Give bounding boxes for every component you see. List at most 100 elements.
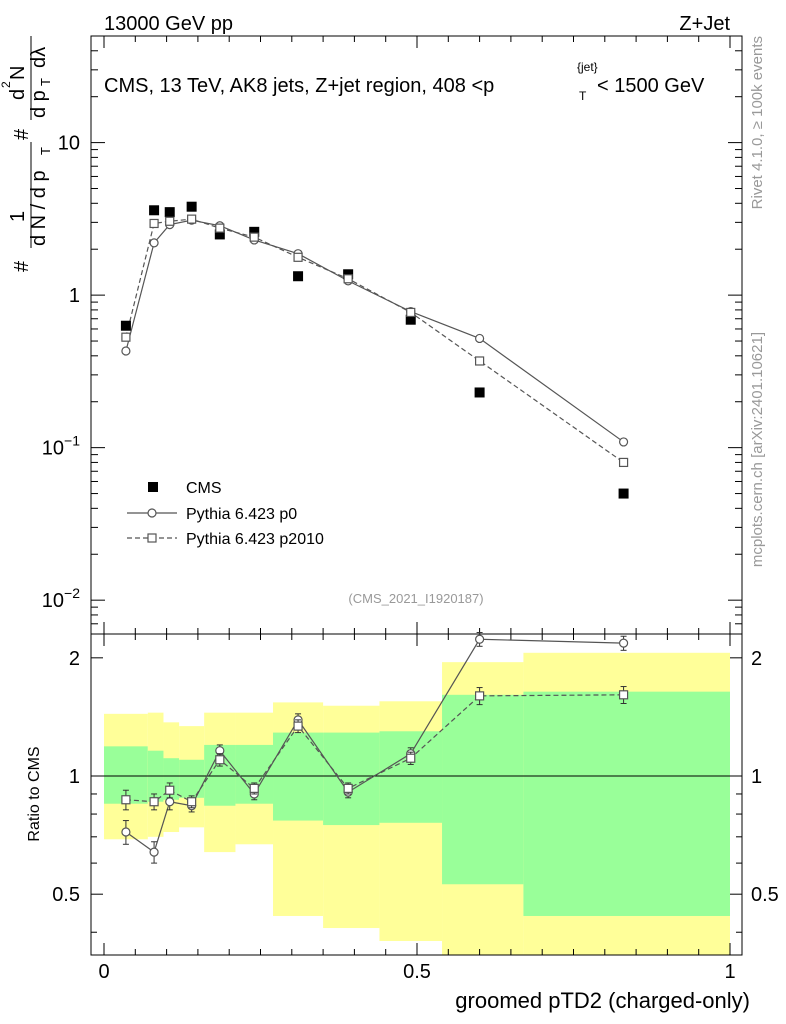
cms-point <box>474 387 485 398</box>
mcplots-label: mcplots.cern.ch [arXiv:2401.10621] <box>749 332 766 567</box>
ratio-p2010-point <box>293 721 303 731</box>
ratio-p2010-point <box>187 797 197 807</box>
header-left: 13000 GeV pp <box>104 13 233 35</box>
ratio-p2010-point <box>165 785 175 795</box>
title-sup: {jet} <box>577 60 598 74</box>
main-title: CMS, 13 TeV, AK8 jets, Z+jet region, 408… <box>104 60 705 103</box>
ratio-series <box>121 632 629 864</box>
ylabel-num2: d <box>7 89 29 100</box>
ratio-p2010-point <box>618 690 629 700</box>
p2010-point <box>149 218 159 229</box>
cms-point <box>405 314 416 325</box>
title-sub: T <box>579 89 587 103</box>
main-axes: 10−2 10−1 1 10 <box>42 35 743 635</box>
legend-p2010: Pythia 6.423 p2010 <box>186 531 324 548</box>
ratio-p0-point <box>149 847 159 857</box>
cms-point <box>120 320 131 331</box>
p2010-point <box>475 356 485 366</box>
ratio-y-tick-label-right: 2 <box>751 648 762 670</box>
ylabel-den: d N / d p <box>28 170 50 246</box>
main-ylabel: # 1 d N / d p T # d 2 N d p T dλ <box>0 36 53 272</box>
ylabel-num2-sup: 2 <box>0 81 13 88</box>
ratio-y-tick-label-left: 0.5 <box>52 884 80 906</box>
ratio-line-1 <box>125 694 624 803</box>
cms-point <box>186 201 197 212</box>
p0-point <box>149 238 159 248</box>
cms-point <box>293 271 304 282</box>
cms-point <box>164 207 175 218</box>
p2010-point <box>165 216 175 226</box>
legend-p2010-marker <box>147 533 157 543</box>
title-before: CMS, 13 TeV, AK8 jets, Z+jet region, 408… <box>104 75 494 97</box>
cms-point <box>214 229 225 240</box>
ratio-panel: 0 0.5 1 0.5 0.5 1 1 2 2 Ratio to CMS <box>26 632 779 983</box>
p2010-point <box>215 223 225 233</box>
ratio-p2010-point <box>343 783 353 793</box>
green-band <box>179 759 205 798</box>
ratio-p0-point <box>121 827 131 837</box>
main-panel: 10−2 10−1 1 10 CMS, 13 TeV, AK8 jets, Z+jet… <box>0 35 743 635</box>
svg-text:CMS, 13 TeV, AK8 jets, Z+jet r: CMS, 13 TeV, AK8 jets, Z+jet region, 408… <box>104 75 494 97</box>
cms-point <box>249 226 260 237</box>
green-band <box>442 694 524 885</box>
series-line-2 <box>125 218 624 463</box>
ratio-p2010-point <box>149 797 159 807</box>
p0-point <box>475 333 485 344</box>
p0-point <box>618 437 629 447</box>
analysis-id: (CMS_2021_I1920187) <box>348 591 483 606</box>
legend-p0: Pythia 6.423 p0 <box>186 506 297 523</box>
series-line-1 <box>125 219 624 443</box>
ratio-p0-point <box>165 797 175 807</box>
x-tick-label: 0.5 <box>403 961 431 983</box>
green-band <box>323 732 380 826</box>
ratio-bands <box>104 652 730 955</box>
ylabel-den2-sub: T <box>38 78 53 86</box>
legend-cms: CMS <box>186 480 222 497</box>
ratio-y-tick-label-left: 1 <box>69 766 80 788</box>
main-y-tick-label: 1 <box>69 285 80 307</box>
green-band <box>523 691 730 916</box>
ratio-p2010-point <box>121 795 131 805</box>
ylabel-den-sub: T <box>38 147 53 155</box>
x-tick-label: 0 <box>98 961 109 983</box>
ratio-p0-point <box>475 634 485 644</box>
legend-p0-marker <box>147 508 157 518</box>
ylabel-num: 1 <box>7 211 29 222</box>
p2010-point <box>121 332 131 342</box>
ratio-y-tick-label-right: 0.5 <box>751 884 779 906</box>
ratio-p2010-point <box>406 753 416 763</box>
legend-cms-marker <box>148 482 158 492</box>
ylabel-den2-tail: dλ <box>28 47 50 68</box>
title-after: < 1500 GeV <box>597 75 705 97</box>
main-series <box>120 201 629 499</box>
p2010-point <box>187 214 197 224</box>
ylabel-hash-2: # <box>11 128 33 140</box>
main-y-tick-label: 10−1 <box>42 433 80 460</box>
ratio-p2010-point <box>215 755 225 765</box>
ylabel-den2: d p <box>28 90 50 118</box>
p2010-point <box>249 232 259 242</box>
x-tick-label: 1 <box>724 961 735 983</box>
p2010-point <box>343 274 353 284</box>
x-axis-label: groomed pTD2 (charged-only) <box>455 988 750 1013</box>
ratio-y-tick-label-right: 1 <box>751 766 762 788</box>
green-band <box>379 731 443 823</box>
main-y-tick-label: 10−2 <box>42 585 80 612</box>
ratio-ylabel: Ratio to CMS <box>26 746 43 841</box>
header-right: Z+Jet <box>679 13 730 35</box>
p2010-point <box>293 252 303 262</box>
cms-point <box>618 488 629 499</box>
ratio-p0-point <box>618 638 629 648</box>
p2010-point <box>406 307 416 318</box>
cms-point <box>149 205 160 216</box>
main-y-tick-label: 10 <box>58 133 80 155</box>
ylabel-num2-tail: N <box>7 66 29 80</box>
p0-point <box>121 346 131 356</box>
p2010-point <box>618 457 629 468</box>
ratio-p2010-point <box>249 783 259 793</box>
ratio-y-tick-label-left: 2 <box>69 648 80 670</box>
ratio-p2010-point <box>475 691 485 701</box>
ylabel-hash-1: # <box>11 260 33 272</box>
rivet-label: Rivet 4.1.0, ≥ 100k events <box>749 36 766 209</box>
